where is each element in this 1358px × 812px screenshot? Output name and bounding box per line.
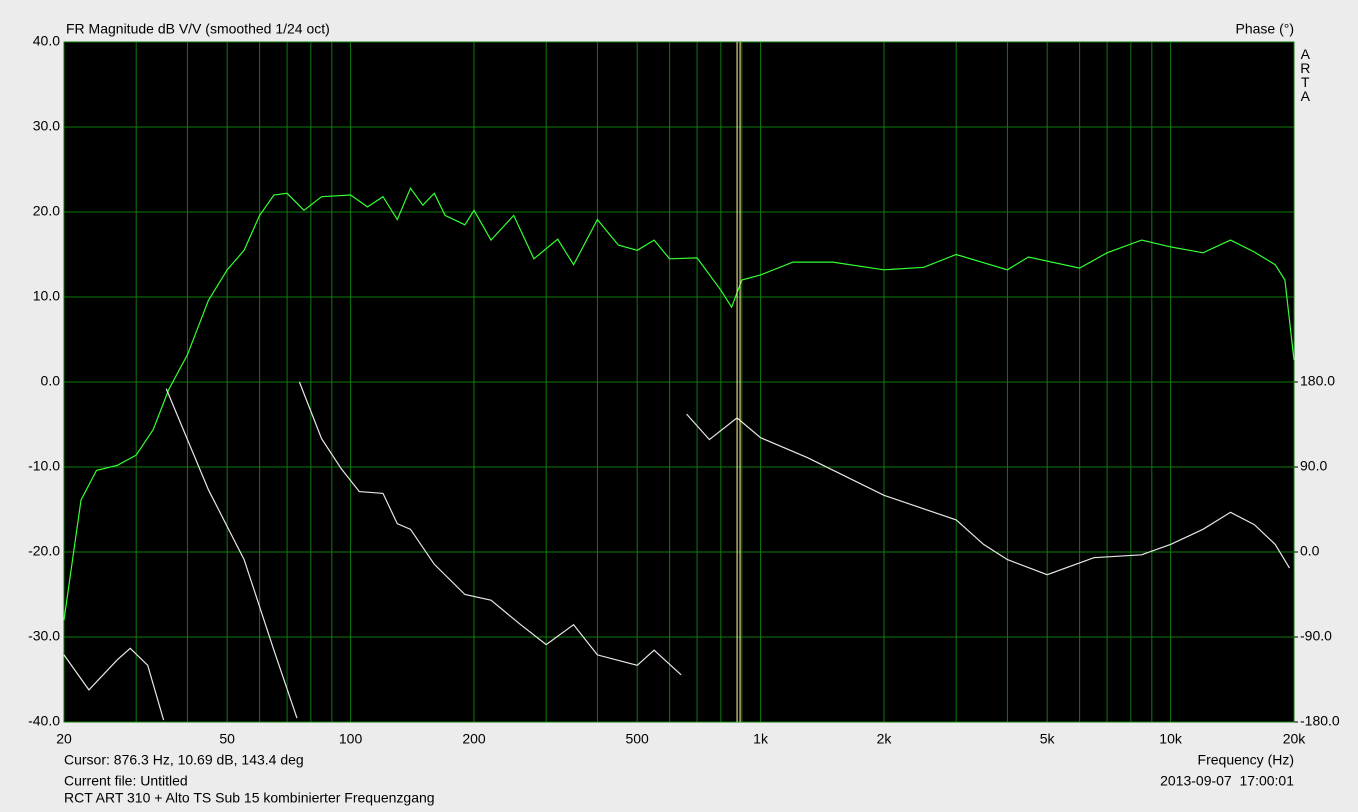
- y-tick-label: -30.0: [28, 628, 60, 644]
- y-tick-label: -40.0: [28, 713, 60, 729]
- y-tick-label: 0.0: [41, 373, 61, 389]
- x-axis-label: Frequency (Hz): [1198, 752, 1294, 768]
- y2-tick-label: 180.0: [1300, 373, 1335, 389]
- cursor-readout: Cursor: 876.3 Hz, 10.69 dB, 143.4 deg: [64, 752, 304, 768]
- y2-tick-label: -180.0: [1300, 713, 1340, 729]
- description: RCT ART 310 + Alto TS Sub 15 kombinierte…: [64, 790, 435, 806]
- x-tick-label: 2k: [877, 731, 893, 747]
- x-tick-label: 20: [56, 731, 72, 747]
- x-tick-label: 200: [462, 731, 486, 747]
- y-tick-label: -10.0: [28, 458, 60, 474]
- brand: ARTA: [1297, 46, 1313, 102]
- x-tick-label: 1k: [753, 731, 769, 747]
- current-file: Current file: Untitled: [64, 773, 188, 789]
- x-tick-label: 100: [339, 731, 363, 747]
- plot-border: [63, 41, 1295, 723]
- x-tick-label: 20k: [1283, 731, 1307, 747]
- chart-title: FR Magnitude dB V/V (smoothed 1/24 oct): [66, 21, 330, 37]
- x-tick-label: 5k: [1040, 731, 1056, 747]
- y-tick-label: 10.0: [33, 288, 60, 304]
- y2-tick-label: -90.0: [1300, 628, 1332, 644]
- timestamp: 2013-09-07 17:00:01: [1160, 773, 1294, 789]
- y2-axis-label: Phase (°): [1235, 21, 1294, 37]
- series-line: [63, 381, 1291, 721]
- y-tick-label: 40.0: [33, 33, 60, 49]
- x-tick-label: 50: [219, 731, 235, 747]
- y2-tick-label: 90.0: [1300, 458, 1327, 474]
- y-tick-label: 20.0: [33, 203, 60, 219]
- y2-tick-label: 0.0: [1300, 543, 1320, 559]
- y-tick-label: -20.0: [28, 543, 60, 559]
- x-tick-label: 500: [625, 731, 649, 747]
- y-tick-label: 30.0: [33, 118, 60, 134]
- series-line: [63, 186, 1295, 621]
- x-tick-label: 10k: [1159, 731, 1183, 747]
